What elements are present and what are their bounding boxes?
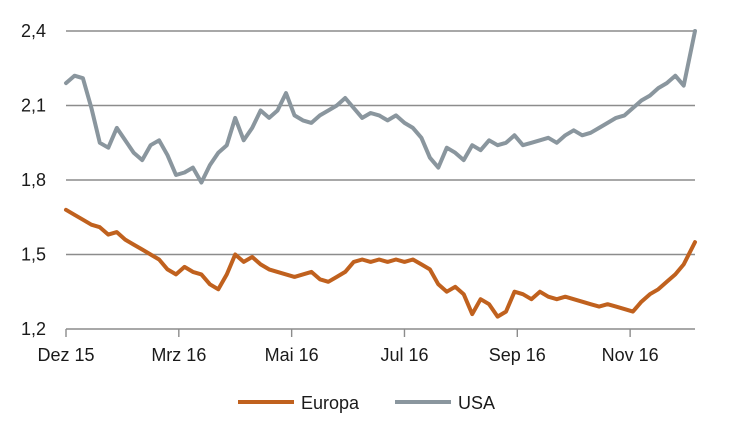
series-line-usa <box>64 29 697 185</box>
y-tick-label: 1,2 <box>21 319 46 339</box>
y-tick-label: 1,5 <box>21 245 46 265</box>
x-tick-label: Jul 16 <box>380 345 428 365</box>
x-tick-label: Sep 16 <box>489 345 546 365</box>
gridlines <box>66 30 695 256</box>
x-axis <box>65 328 695 337</box>
y-tick-labels: 1,2 1,5 1,8 2,1 2,4 <box>21 21 46 339</box>
x-tick-label: Dez 15 <box>37 345 94 365</box>
legend-label-usa: USA <box>458 393 495 413</box>
x-tick-label: Mai 16 <box>265 345 319 365</box>
x-tick-label: Mrz 16 <box>151 345 206 365</box>
x-tick-label: Nov 16 <box>602 345 659 365</box>
legend: Europa USA <box>238 393 495 413</box>
y-tick-label: 2,1 <box>21 96 46 116</box>
y-tick-label: 1,8 <box>21 170 46 190</box>
series-line-europa <box>64 207 697 319</box>
y-tick-label: 2,4 <box>21 21 46 41</box>
legend-label-europa: Europa <box>301 393 360 413</box>
x-tick-labels: Dez 15 Mrz 16 Mai 16 Jul 16 Sep 16 Nov 16 <box>37 345 658 365</box>
series-lines <box>64 29 697 319</box>
